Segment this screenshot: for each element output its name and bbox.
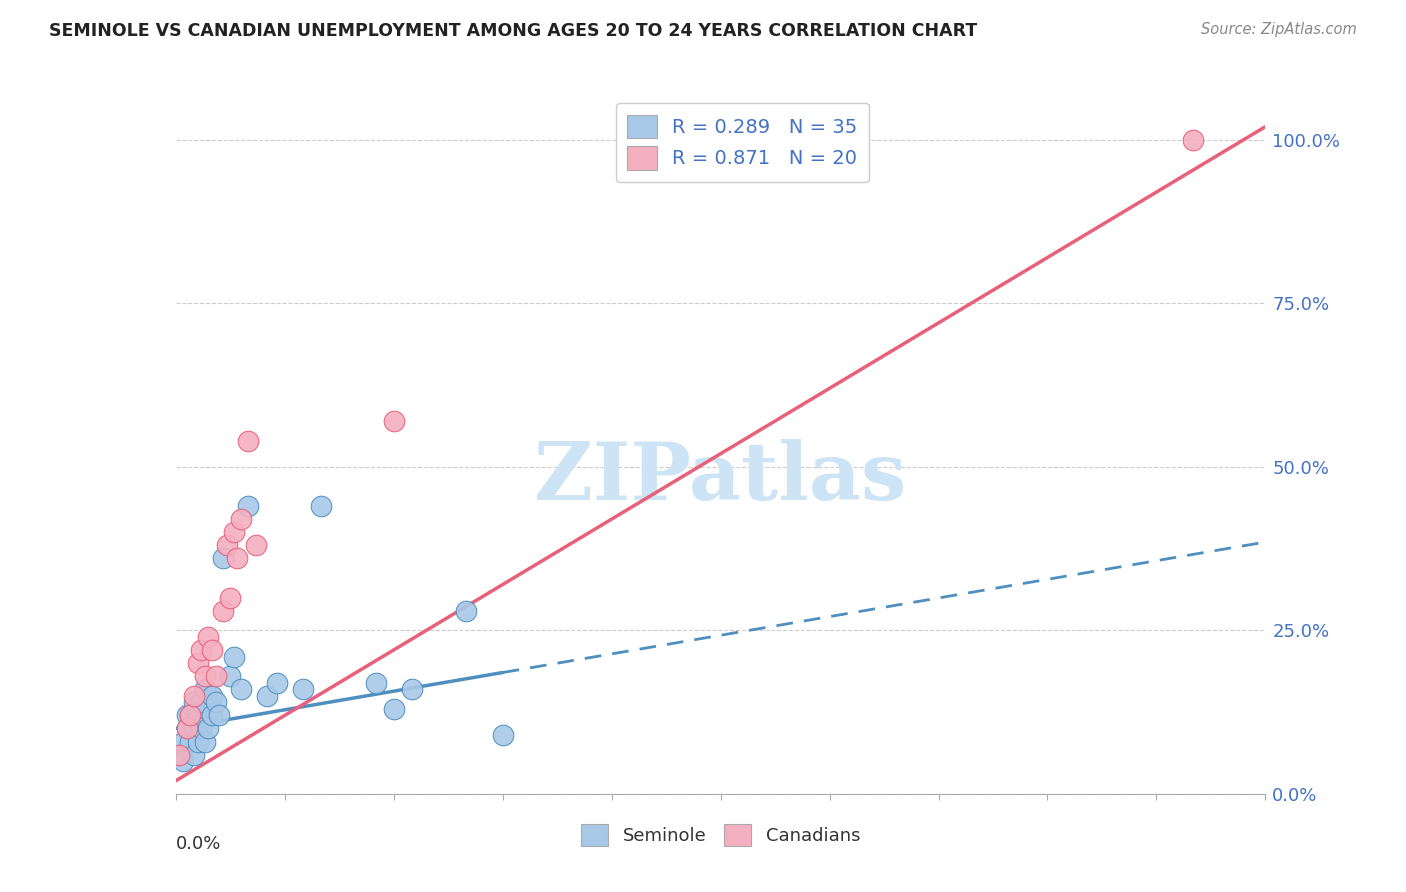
Point xyxy=(179,708,201,723)
Point xyxy=(194,669,217,683)
Point xyxy=(176,708,198,723)
Point xyxy=(222,525,245,540)
Point xyxy=(169,747,191,762)
Point xyxy=(215,538,238,552)
Point xyxy=(176,722,198,736)
Text: ZIPatlas: ZIPatlas xyxy=(534,439,907,517)
Point xyxy=(190,643,212,657)
Point xyxy=(231,682,253,697)
Point xyxy=(201,689,224,703)
Point xyxy=(219,591,242,605)
Point xyxy=(456,604,478,618)
Text: SEMINOLE VS CANADIAN UNEMPLOYMENT AMONG AGES 20 TO 24 YEARS CORRELATION CHART: SEMINOLE VS CANADIAN UNEMPLOYMENT AMONG … xyxy=(49,22,977,40)
Text: 0.0%: 0.0% xyxy=(176,835,221,853)
Legend: Seminole, Canadians: Seminole, Canadians xyxy=(574,817,868,854)
Point xyxy=(186,708,209,723)
Point xyxy=(186,656,209,670)
Point xyxy=(183,689,205,703)
Point xyxy=(204,669,226,683)
Point xyxy=(197,630,219,644)
Point xyxy=(179,708,201,723)
Point xyxy=(226,551,249,566)
Text: Source: ZipAtlas.com: Source: ZipAtlas.com xyxy=(1201,22,1357,37)
Point xyxy=(212,604,235,618)
Point xyxy=(201,708,224,723)
Point xyxy=(1181,133,1204,147)
Point xyxy=(238,499,260,513)
Point xyxy=(219,669,242,683)
Point xyxy=(364,675,387,690)
Point xyxy=(208,708,231,723)
Point xyxy=(183,747,205,762)
Point xyxy=(179,734,201,748)
Point xyxy=(183,695,205,709)
Point xyxy=(492,728,515,742)
Point xyxy=(291,682,314,697)
Point xyxy=(382,414,405,428)
Point xyxy=(169,747,191,762)
Point xyxy=(256,689,278,703)
Point xyxy=(382,702,405,716)
Point xyxy=(212,551,235,566)
Point xyxy=(201,643,224,657)
Point xyxy=(266,675,288,690)
Point xyxy=(222,649,245,664)
Point xyxy=(186,734,209,748)
Point xyxy=(176,722,198,736)
Point xyxy=(194,734,217,748)
Point xyxy=(238,434,260,448)
Point xyxy=(401,682,423,697)
Point xyxy=(183,722,205,736)
Point xyxy=(197,722,219,736)
Point xyxy=(245,538,267,552)
Point xyxy=(194,682,217,697)
Point xyxy=(204,695,226,709)
Point xyxy=(172,754,194,768)
Point xyxy=(309,499,332,513)
Point xyxy=(190,695,212,709)
Point xyxy=(172,734,194,748)
Point xyxy=(231,512,253,526)
Point xyxy=(190,722,212,736)
